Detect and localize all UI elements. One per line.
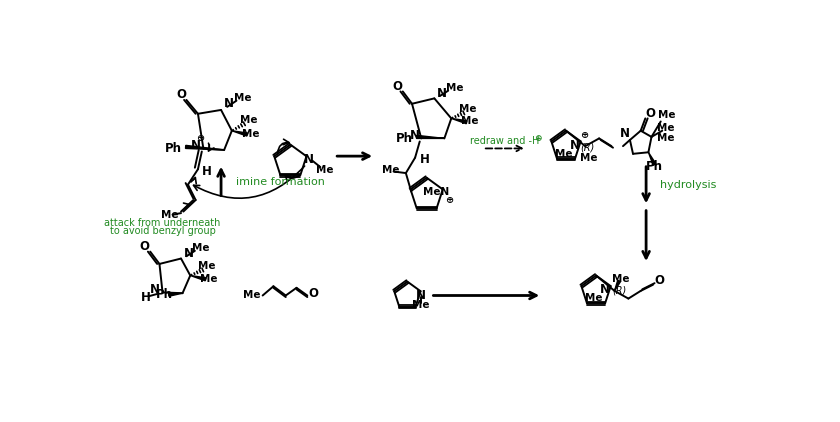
Text: hydrolysis: hydrolysis: [660, 180, 717, 189]
Text: Ph: Ph: [396, 132, 412, 145]
Text: Ph: Ph: [646, 160, 663, 173]
Text: (R): (R): [580, 143, 595, 153]
Text: Me: Me: [381, 165, 399, 175]
Text: N: N: [150, 283, 160, 296]
Text: N: N: [191, 139, 201, 152]
Text: Ph: Ph: [165, 142, 181, 155]
Polygon shape: [451, 119, 467, 124]
Text: N: N: [304, 153, 314, 166]
Text: (R): (R): [612, 286, 627, 296]
Text: Me: Me: [585, 293, 602, 303]
Text: Ph: Ph: [155, 288, 172, 301]
Text: imine formation: imine formation: [237, 176, 325, 187]
Text: Me: Me: [612, 273, 629, 284]
Text: Me: Me: [659, 110, 675, 120]
Polygon shape: [417, 135, 444, 138]
Text: O: O: [646, 107, 656, 120]
Text: ⊕: ⊕: [580, 130, 588, 140]
Text: N: N: [184, 247, 194, 260]
Text: O: O: [308, 287, 318, 300]
Text: Me: Me: [657, 123, 675, 133]
Text: Me: Me: [200, 273, 218, 284]
Text: Me: Me: [243, 290, 260, 300]
Text: attack from underneath: attack from underneath: [104, 218, 221, 228]
Text: H: H: [202, 165, 213, 178]
Text: Me: Me: [242, 129, 259, 139]
Text: O: O: [176, 88, 186, 101]
Text: N: N: [570, 139, 580, 152]
Text: N: N: [620, 127, 630, 140]
Polygon shape: [615, 280, 621, 291]
Text: Me: Me: [580, 154, 598, 163]
Text: Me: Me: [240, 115, 258, 125]
Polygon shape: [190, 276, 206, 281]
Text: N: N: [410, 129, 420, 142]
Text: Me: Me: [555, 149, 573, 159]
Text: Me: Me: [198, 261, 216, 271]
Text: Me: Me: [234, 92, 251, 103]
Text: ⊕: ⊕: [197, 133, 204, 143]
Text: redraw and -H: redraw and -H: [470, 136, 539, 146]
Text: H: H: [140, 290, 150, 303]
Polygon shape: [648, 152, 656, 165]
Text: Me: Me: [316, 165, 333, 175]
Polygon shape: [232, 131, 248, 136]
Text: O: O: [654, 273, 664, 287]
Text: Me: Me: [657, 133, 675, 143]
Text: N: N: [223, 97, 234, 110]
Text: O: O: [392, 80, 402, 92]
Text: Me: Me: [412, 300, 429, 310]
Text: Me: Me: [160, 210, 178, 219]
Text: N: N: [416, 289, 426, 302]
Text: Me: Me: [192, 243, 210, 253]
Text: Me: Me: [461, 116, 479, 127]
Polygon shape: [169, 293, 182, 296]
Text: N: N: [600, 284, 610, 297]
Text: H: H: [419, 153, 429, 166]
Text: ⊕: ⊕: [534, 134, 542, 143]
Text: ⊕: ⊕: [445, 195, 453, 205]
Text: Me: Me: [446, 83, 463, 92]
Polygon shape: [186, 145, 224, 150]
Text: to avoid benzyl group: to avoid benzyl group: [109, 226, 216, 236]
Text: O: O: [139, 240, 150, 253]
Text: N: N: [437, 87, 447, 100]
Text: MeN: MeN: [423, 187, 449, 197]
Text: Me: Me: [459, 104, 477, 114]
